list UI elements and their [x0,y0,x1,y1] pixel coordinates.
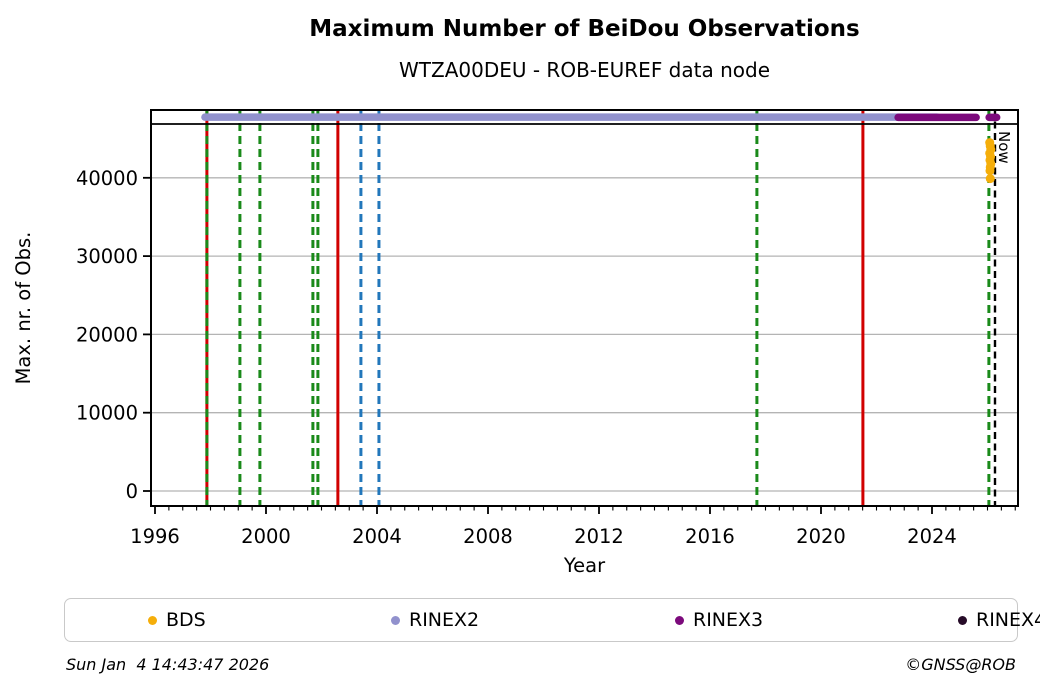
x-axis-ticks: 1996 2000 2004 2008 2012 2016 2020 2024 [130,506,1016,548]
x-tick-label: 2016 [685,525,735,548]
legend-item-rinex3: RINEX3 [675,599,763,641]
data-point [985,166,995,176]
bds-dot-icon [148,615,157,625]
x-tick-label: 2000 [241,525,291,548]
x-tick-label: 2020 [796,525,846,548]
event-lines [205,110,991,506]
legend-item-rinex2: RINEX2 [391,599,479,641]
x-tick-label: 2008 [463,525,513,548]
y-tick-label: 30000 [76,245,138,268]
chart-subtitle: WTZA00DEU - ROB-EUREF data node [399,58,770,82]
gridlines [151,177,1018,492]
x-tick-label: 2004 [352,525,402,548]
y-axis-ticks: 0 10000 20000 30000 40000 [76,167,151,503]
legend-label-rinex3: RINEX3 [693,609,764,631]
y-tick-label: 40000 [76,167,138,190]
legend-label-rinex4: RINEX4 [976,609,1040,631]
now-label: Now [995,131,1013,164]
rinex2-dot-icon [391,615,400,625]
x-tick-label: 2012 [574,525,624,548]
data-point [985,174,995,184]
legend-item-bds: BDS [148,599,206,641]
y-axis-label: Max. nr. of Obs. [12,232,35,385]
y-tick-label: 0 [126,480,138,503]
legend-item-rinex4: RINEX4 [958,599,1040,641]
chart-title: Maximum Number of BeiDou Observations [309,16,860,42]
series-bds [985,138,996,184]
axes-frame [150,109,1019,507]
plot-timestamp: Sun Jan 4 14:43:47 2026 [66,655,270,674]
x-axis-label: Year [563,554,606,577]
legend-label-bds: BDS [166,609,206,631]
x-tick-label: 2024 [907,525,957,548]
rinex3-dot-icon [675,615,684,625]
x-tick-label: 1996 [130,525,180,548]
y-tick-label: 20000 [76,323,138,346]
rinex4-dot-icon [958,615,967,625]
legend-label-rinex2: RINEX2 [409,609,480,631]
legend: BDS RINEX2 RINEX3 RINEX4 [64,598,1040,642]
y-tick-label: 10000 [76,402,138,425]
copyright: ©GNSS@ROB [905,655,1016,674]
